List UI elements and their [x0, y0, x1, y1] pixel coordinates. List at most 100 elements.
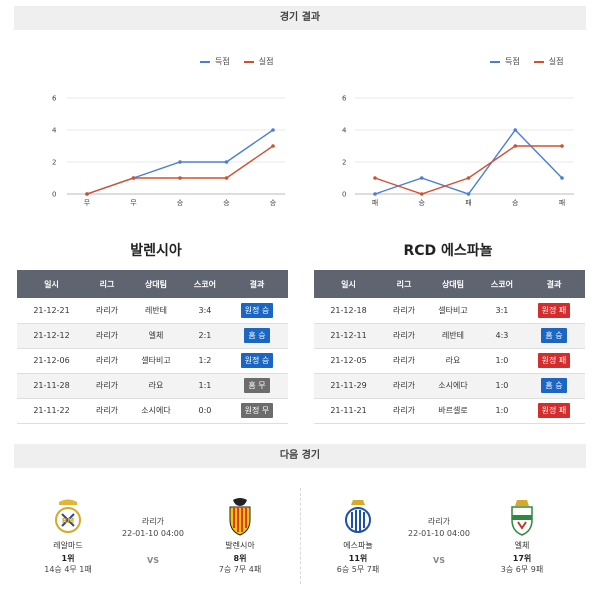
- x-tick-label: 무: [84, 199, 91, 207]
- y-tick-label: 0: [342, 191, 346, 199]
- match-datetime: 22-01-10 04:00: [122, 529, 184, 538]
- x-tick-label: 승: [419, 199, 426, 207]
- legend-scored-swatch: [200, 60, 210, 63]
- table-row: 21-11-29 라리가 소시에다 1:0 홈 승: [314, 373, 585, 399]
- row-league: 라리가: [383, 298, 425, 324]
- match-datetime: 22-01-10 04:00: [408, 529, 470, 538]
- legend-conceded-label: 실점: [548, 57, 564, 66]
- row-date: 21-12-18: [314, 298, 384, 324]
- row-date: 21-11-22: [17, 398, 87, 424]
- row-league: 라리가: [86, 398, 128, 424]
- row-league: 라리가: [86, 373, 128, 399]
- row-league: 라리가: [86, 323, 128, 349]
- row-result: 원정 패: [522, 348, 585, 374]
- away-team[interactable]: 엘체 17위 3승 6무 9패: [492, 498, 552, 575]
- conceded-point: [560, 144, 564, 148]
- next-match-card-2[interactable]: 에스파뇰 11위 6승 5무 7패 라리가 22-01-10 04:00 VS …: [314, 492, 586, 582]
- scored-point: [466, 192, 471, 196]
- table-row: 21-11-21 라리가 바르셀로 1:0 원정 패: [314, 398, 585, 424]
- table-row: 21-12-05 라리가 라요 1:0 원정 패: [314, 348, 585, 374]
- row-league: 라리가: [383, 373, 425, 399]
- away-team-name: 발렌시아: [225, 541, 255, 550]
- x-tick-label: 승: [223, 199, 230, 207]
- away-team-name: 엘체: [514, 541, 530, 550]
- x-tick-label: 패: [372, 198, 378, 207]
- result-badge: 홈 승: [541, 328, 567, 343]
- row-league: 라리가: [383, 348, 425, 374]
- table-row: 21-12-11 라리가 레반테 4:3 홈 승: [314, 323, 585, 349]
- row-result: 홈 승: [225, 323, 288, 349]
- result-badge: 원정 패: [537, 302, 571, 318]
- espanyol-goals-chart: 0 2 4 6 패 승 패 승 패: [342, 95, 574, 207]
- valencia-goals-chart: 0 2 4 6 무 무 승 승 승: [52, 95, 285, 207]
- col-league: 리그: [383, 270, 425, 298]
- valencia-results-table: 일시 리그 상대팀 스코어 결과 21-12-21 라리가 레반테 3:4 원정 승 21…: [17, 270, 288, 424]
- row-score: 0:0: [183, 398, 226, 424]
- row-score: 1:0: [480, 398, 523, 424]
- espanyol-crest-icon: [345, 500, 371, 533]
- table-row: 21-12-06 라리가 셀타비고 1:2 원정 승: [17, 348, 288, 374]
- row-opponent: 라요: [425, 348, 481, 374]
- table-row: 21-12-12 라리가 엘체 2:1 홈 승: [17, 323, 288, 349]
- result-badge: 홈 승: [244, 328, 270, 343]
- row-date: 21-11-28: [17, 373, 87, 399]
- match-info: 라리가 22-01-10 04:00: [98, 516, 208, 540]
- legend-conceded: 실점: [243, 56, 273, 67]
- scored-point: [224, 160, 229, 164]
- row-date: 21-12-11: [314, 323, 384, 349]
- next-match-card-1[interactable]: RM 레알마드 1위 14승 4무 1패 라리가 22-01-10 04:00 …: [14, 492, 286, 582]
- legend-scored-swatch: [490, 60, 500, 63]
- legend-scored-label: 득점: [505, 57, 520, 66]
- col-result: 결과: [225, 270, 288, 298]
- row-date: 21-12-21: [17, 298, 87, 324]
- scored-point: [178, 160, 182, 164]
- row-date: 21-12-05: [314, 348, 384, 374]
- row-score: 3:4: [183, 298, 226, 324]
- legend-conceded-swatch: [243, 60, 254, 63]
- row-result: 홈 승: [522, 373, 585, 399]
- svg-text:RM: RM: [62, 517, 74, 525]
- row-opponent: 소시에다: [425, 373, 481, 399]
- x-tick-label: 승: [512, 199, 519, 207]
- row-score: 4:3: [480, 323, 523, 349]
- chart-legend-right: 득점 실점: [490, 56, 563, 67]
- x-tick-label: 무: [130, 199, 137, 207]
- row-result: 홈 무: [225, 373, 288, 399]
- row-league: 라리가: [86, 348, 128, 374]
- home-team-name: 레알마드: [53, 541, 83, 550]
- conceded-point: [224, 176, 229, 180]
- row-score: 1:0: [480, 373, 523, 399]
- col-league: 리그: [86, 270, 128, 298]
- home-team-record: 14승 4무 1패: [44, 565, 92, 574]
- home-team[interactable]: RM 레알마드 1위 14승 4무 1패: [38, 498, 98, 575]
- col-date: 일시: [17, 270, 87, 298]
- away-team-record: 7승 7무 4패: [218, 565, 262, 574]
- next-match-section-header: 다음 경기: [14, 444, 586, 468]
- row-opponent: 소시에다: [128, 398, 184, 424]
- y-tick-label: 2: [52, 159, 56, 167]
- conceded-point: [85, 192, 89, 196]
- team-title-espanyol: RCD 에스파뇰: [403, 243, 493, 259]
- legend-conceded-swatch: [533, 60, 544, 63]
- row-result: 원정 승: [225, 348, 288, 374]
- match-info: 라리가 22-01-10 04:00: [384, 516, 494, 540]
- row-opponent: 라요: [128, 373, 184, 399]
- conceded-point: [466, 176, 471, 180]
- row-score: 2:1: [183, 323, 226, 349]
- away-team-record: 3승 6무 9패: [500, 565, 544, 574]
- result-badge: 원정 패: [537, 353, 571, 368]
- y-tick-label: 2: [342, 159, 346, 167]
- home-team[interactable]: 에스파뇰 11위 6승 5무 7패: [328, 498, 388, 575]
- table-row: 21-12-21 라리가 레반테 3:4 원정 승: [17, 298, 288, 324]
- match-divider: [300, 488, 301, 584]
- legend-scored-label: 득점: [215, 57, 230, 66]
- elche-crest-icon: [511, 500, 533, 536]
- col-score: 스코어: [183, 270, 226, 298]
- row-result: 원정 무: [225, 398, 288, 424]
- table-row: 21-11-22 라리가 소시에다 0:0 원정 무: [17, 398, 288, 424]
- away-team-rank: 8위: [233, 554, 247, 563]
- away-team[interactable]: 발렌시아 8위 7승 7무 4패: [210, 498, 270, 575]
- legend-scored: 득점: [490, 56, 520, 67]
- row-result: 원정 패: [522, 398, 585, 424]
- row-score: 1:2: [183, 348, 226, 374]
